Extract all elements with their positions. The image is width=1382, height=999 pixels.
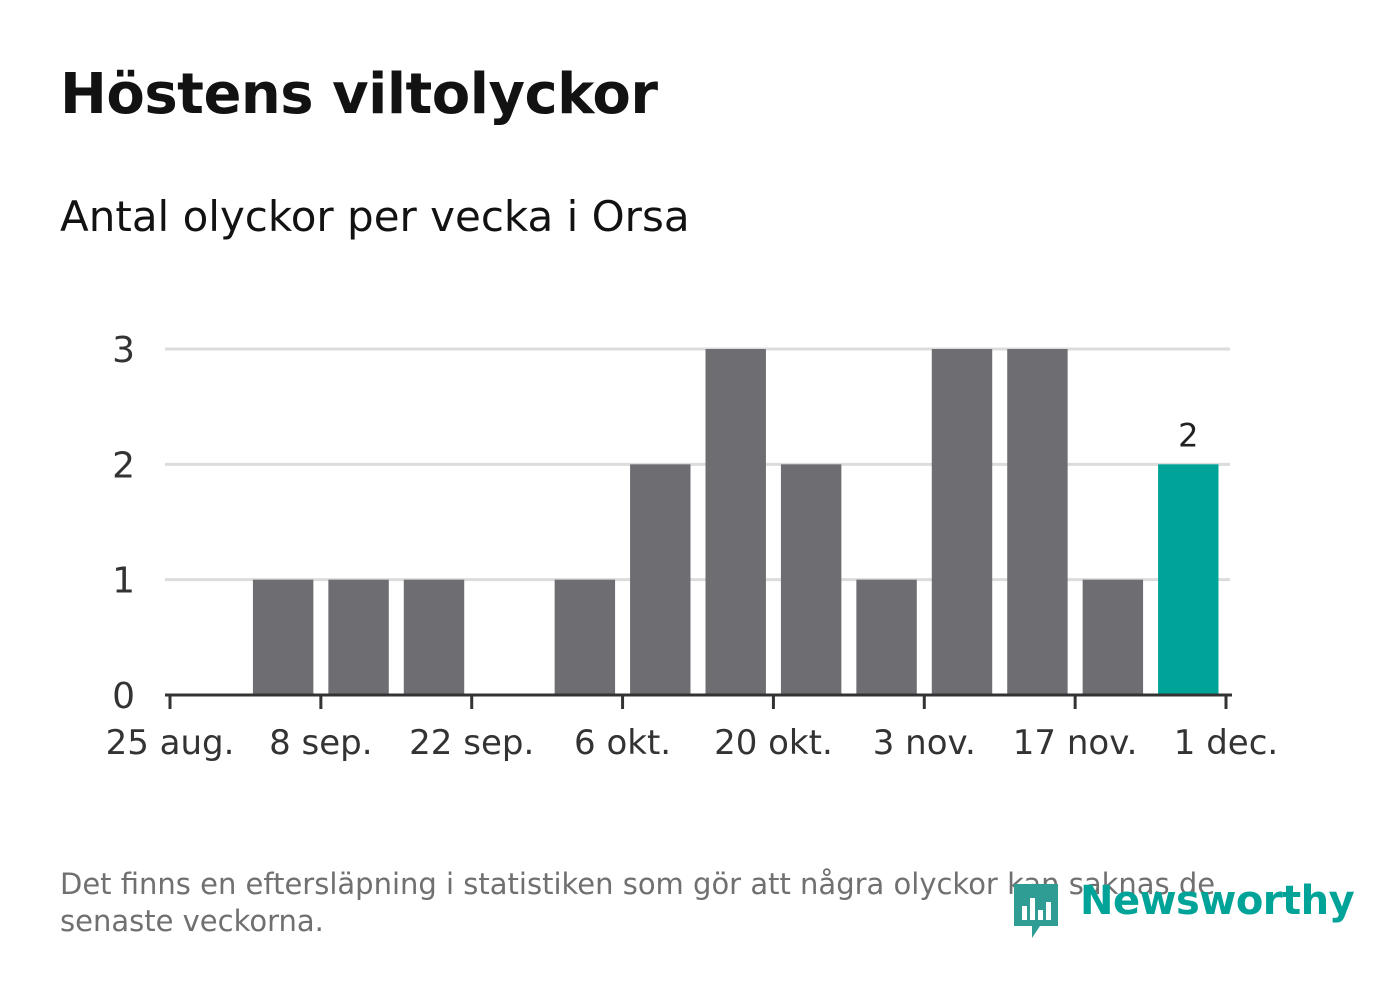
bar	[328, 579, 389, 695]
bar	[705, 349, 766, 695]
bar-chart: 0 1 2 3 25 aug. 8 sep. 22 sep. 6 okt. 20 okt. 3 …	[106, 330, 1279, 763]
y-tick-label: 2	[112, 445, 135, 486]
chart-title: Höstens viltolyckor	[60, 62, 658, 127]
newsworthy-logo-icon	[1014, 884, 1058, 938]
bar	[931, 349, 993, 695]
brand-name: Newsworthy	[1080, 878, 1355, 924]
bar	[1082, 579, 1144, 695]
bar	[403, 579, 465, 695]
y-axis-ticks: 0 1 2 3	[112, 330, 135, 717]
bar	[554, 579, 616, 695]
y-tick-label: 3	[112, 330, 135, 371]
x-tick-label: 8 sep.	[269, 723, 372, 763]
x-tick-label: 22 sep.	[409, 723, 534, 763]
data-labels: 2	[1178, 416, 1198, 454]
gridlines	[165, 347, 1230, 582]
bar	[856, 579, 917, 695]
bar	[1158, 464, 1219, 695]
chart-subtitle: Antal olyckor per vecka i Orsa	[60, 192, 690, 241]
x-tick-label: 1 dec.	[1174, 723, 1278, 763]
y-tick-label: 0	[112, 676, 135, 717]
bars	[252, 349, 1219, 695]
bar	[1007, 349, 1068, 695]
newsworthy-logo: Newsworthy	[1010, 876, 1355, 942]
x-tick-label: 20 okt.	[714, 723, 833, 763]
x-tick-label: 3 nov.	[873, 723, 976, 763]
x-tick-label: 17 nov.	[1013, 723, 1138, 763]
bar	[630, 464, 691, 695]
x-tick-label: 6 okt.	[574, 723, 671, 763]
x-tick-label: 25 aug.	[106, 723, 235, 763]
bar	[780, 464, 842, 695]
x-axis: 25 aug. 8 sep. 22 sep. 6 okt. 20 okt. 3 nov. 1…	[106, 693, 1278, 763]
data-label: 2	[1178, 416, 1198, 454]
bar	[252, 579, 314, 695]
y-tick-label: 1	[112, 561, 135, 602]
